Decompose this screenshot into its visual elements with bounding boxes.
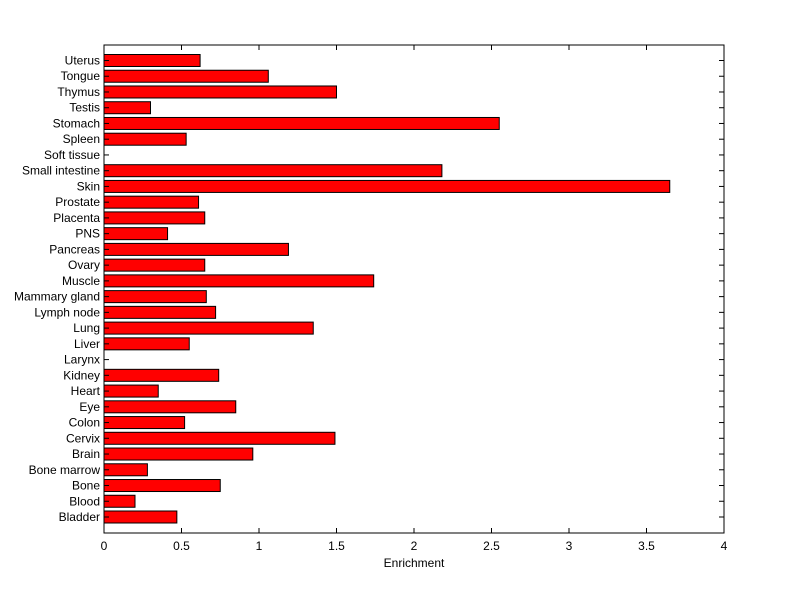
y-tick-label-eye: Eye [79,400,100,414]
x-tick-label-1: 1 [256,539,263,553]
y-tick-label-mammary-gland: Mammary gland [14,290,100,304]
y-tick-label-larynx: Larynx [64,353,100,367]
x-tick-label-4: 4 [721,539,728,553]
y-tick-label-lung: Lung [73,321,100,335]
bar-mammary-gland [103,290,207,304]
y-tick-label-colon: Colon [69,416,100,430]
bar-prostate [103,195,200,209]
bar-spleen [103,132,187,146]
x-tick-label-3-5: 3.5 [638,539,655,553]
bar-stomach [103,116,500,130]
y-tick-label-bone-marrow: Bone marrow [29,463,101,477]
bar-kidney [103,368,220,382]
x-tick-label-2: 2 [411,539,418,553]
bar-small-intestine [103,164,443,178]
y-tick-label-spleen: Spleen [63,132,100,146]
x-tick-label-0: 0 [101,539,108,553]
y-tick-label-tongue: Tongue [61,69,101,83]
bar-pancreas [103,242,289,256]
y-tick-label-prostate: Prostate [55,195,100,209]
y-tick-label-testis: Testis [69,101,100,115]
y-tick-label-blood: Blood [69,494,100,508]
bar-ovary [103,258,206,272]
y-tick-label-ovary: Ovary [68,258,100,272]
y-tick-label-bladder: Bladder [59,510,100,524]
bar-uterus [103,54,201,67]
x-tick-label-3: 3 [566,539,573,553]
y-tick-label-brain: Brain [72,447,100,461]
bar-liver [103,337,190,351]
bar-lymph-node [103,305,217,319]
x-tick-label-2-5: 2.5 [483,539,500,553]
bar-heart [103,384,159,398]
y-tick-label-lymph-node: Lymph node [34,305,100,319]
bar-bone [103,479,221,493]
bar-bladder [103,510,178,524]
bar-thymus [103,85,337,99]
y-tick-label-skin: Skin [77,179,100,193]
x-tick-label-1-5: 1.5 [328,539,345,553]
bar-colon [103,416,186,430]
x-axis-label: Enrichment [384,556,445,570]
bar-testis [103,101,151,115]
x-tick-label-0-5: 0.5 [173,539,190,553]
y-tick-label-uterus: Uterus [65,54,100,68]
y-tick-label-pancreas: Pancreas [49,242,100,256]
bar-pns [103,227,169,241]
y-tick-label-heart: Heart [71,384,101,398]
y-tick-label-kidney: Kidney [63,368,100,382]
bar-bone-marrow [103,463,148,477]
bar-eye [103,400,237,414]
bar-cervix [103,431,336,445]
y-tick-label-soft-tissue: Soft tissue [44,148,100,162]
y-tick-label-placenta: Placenta [53,211,100,225]
bar-lung [103,321,314,335]
bar-brain [103,447,254,461]
y-tick-label-stomach: Stomach [53,116,100,130]
y-tick-label-cervix: Cervix [66,431,100,445]
y-tick-label-pns: PNS [75,227,100,241]
bar-muscle [103,274,375,288]
bar-tongue [103,69,269,83]
y-tick-label-bone: Bone [72,479,100,493]
bar-placenta [103,211,206,225]
y-tick-label-thymus: Thymus [57,85,100,99]
y-tick-label-liver: Liver [74,337,100,351]
plot-frame [103,44,725,534]
y-tick-label-muscle: Muscle [62,274,100,288]
y-tick-label-small-intestine: Small intestine [22,164,100,178]
bar-skin [103,179,671,193]
